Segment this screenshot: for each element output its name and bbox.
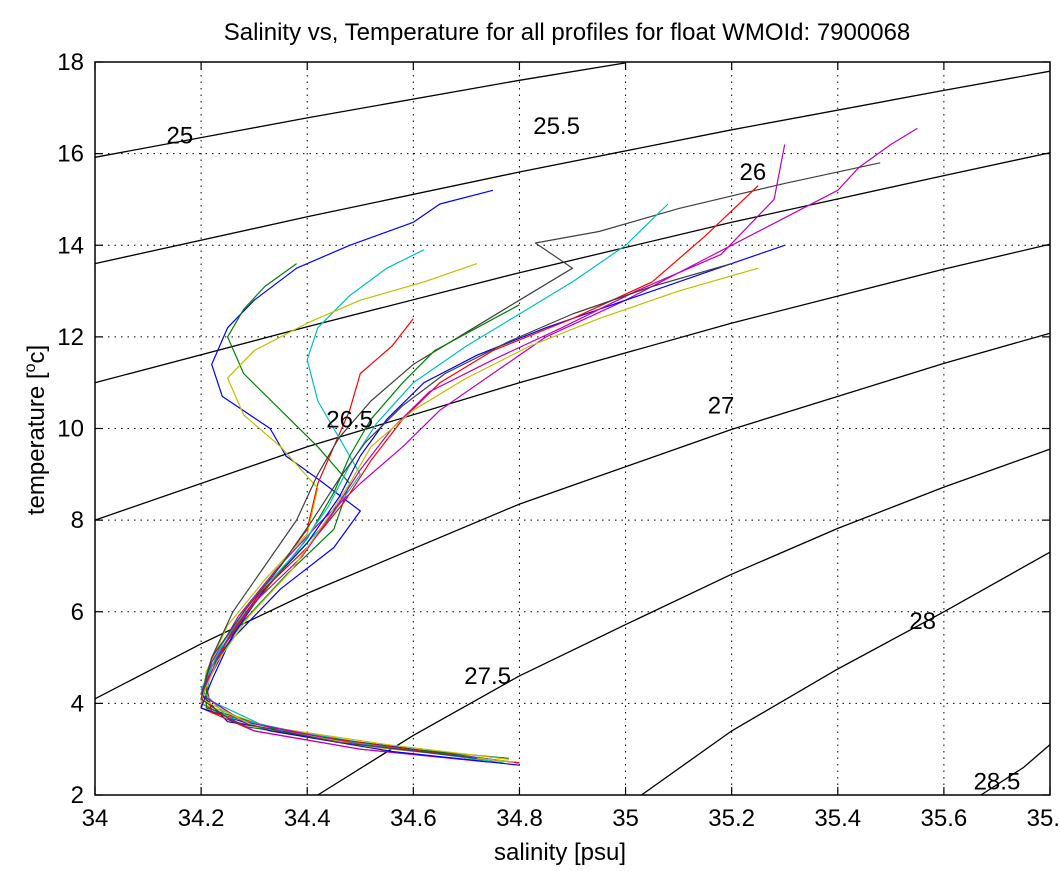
y-axis-title-main: temperature [ xyxy=(23,372,50,515)
chart-title: Salinity vs, Temperature for all profile… xyxy=(224,19,911,46)
density-contour-label: 25 xyxy=(167,122,194,149)
x-tick-label: 35 xyxy=(612,805,639,832)
profile-line xyxy=(200,127,918,763)
density-contour-label: 26.5 xyxy=(326,406,373,433)
profile-line xyxy=(200,144,786,761)
density-contour-label: 28 xyxy=(909,608,936,635)
density-contour-line xyxy=(641,551,1051,796)
y-tick-label: 14 xyxy=(57,232,84,259)
x-tick-label: 35.4 xyxy=(814,805,861,832)
y-axis-title-superscript: o xyxy=(22,363,39,372)
density-contour-line xyxy=(94,70,1051,265)
axis-ticks: 34 34.2 34.4 34.6 34.8 35 35.2 35.4 35.6 35.8 2 4 6 8… xyxy=(57,49,1060,832)
profile-line xyxy=(200,162,881,757)
x-tick-label: 34.4 xyxy=(284,805,331,832)
y-tick-label: 6 xyxy=(71,599,84,626)
y-axis-title: temperature [oc] xyxy=(22,345,50,515)
x-tick-label: 35.6 xyxy=(921,805,968,832)
x-tick-label: 35.8 xyxy=(1027,805,1060,832)
x-axis-title: salinity [psu] xyxy=(494,839,626,866)
profile-series xyxy=(200,127,918,766)
y-tick-label: 16 xyxy=(57,141,84,168)
y-tick-label: 4 xyxy=(71,690,84,717)
density-contour-line xyxy=(94,152,1051,384)
density-contour-label: 27.5 xyxy=(464,663,511,690)
x-tick-label: 34.6 xyxy=(390,805,437,832)
density-contour-line xyxy=(94,332,1051,700)
density-contours xyxy=(94,62,1051,796)
density-contour-label: 26 xyxy=(740,159,767,186)
x-tick-label: 35.2 xyxy=(708,805,755,832)
x-tick-label: 34.2 xyxy=(178,805,225,832)
y-tick-label: 8 xyxy=(71,507,84,534)
y-tick-label: 10 xyxy=(57,416,84,443)
y-tick-label: 2 xyxy=(71,782,84,809)
density-contour-line xyxy=(317,448,1051,796)
y-tick-label: 18 xyxy=(57,49,84,76)
profile-line xyxy=(200,263,732,759)
density-contour-label: 27 xyxy=(708,393,735,420)
density-contour-line xyxy=(94,243,1051,521)
profile-line xyxy=(200,267,759,763)
density-contour-line xyxy=(980,744,1051,796)
y-axis-title-end: c] xyxy=(23,345,50,364)
x-tick-label: 34.8 xyxy=(496,805,543,832)
density-contour-label: 28.5 xyxy=(974,768,1021,795)
density-contour-line xyxy=(94,62,626,158)
density-contour-label: 25.5 xyxy=(533,113,580,140)
x-tick-label: 34 xyxy=(82,805,109,832)
contour-labels: 25 25.5 26 26.5 27 27.5 28 28.5 xyxy=(167,113,1021,795)
y-tick-label: 12 xyxy=(57,324,84,351)
